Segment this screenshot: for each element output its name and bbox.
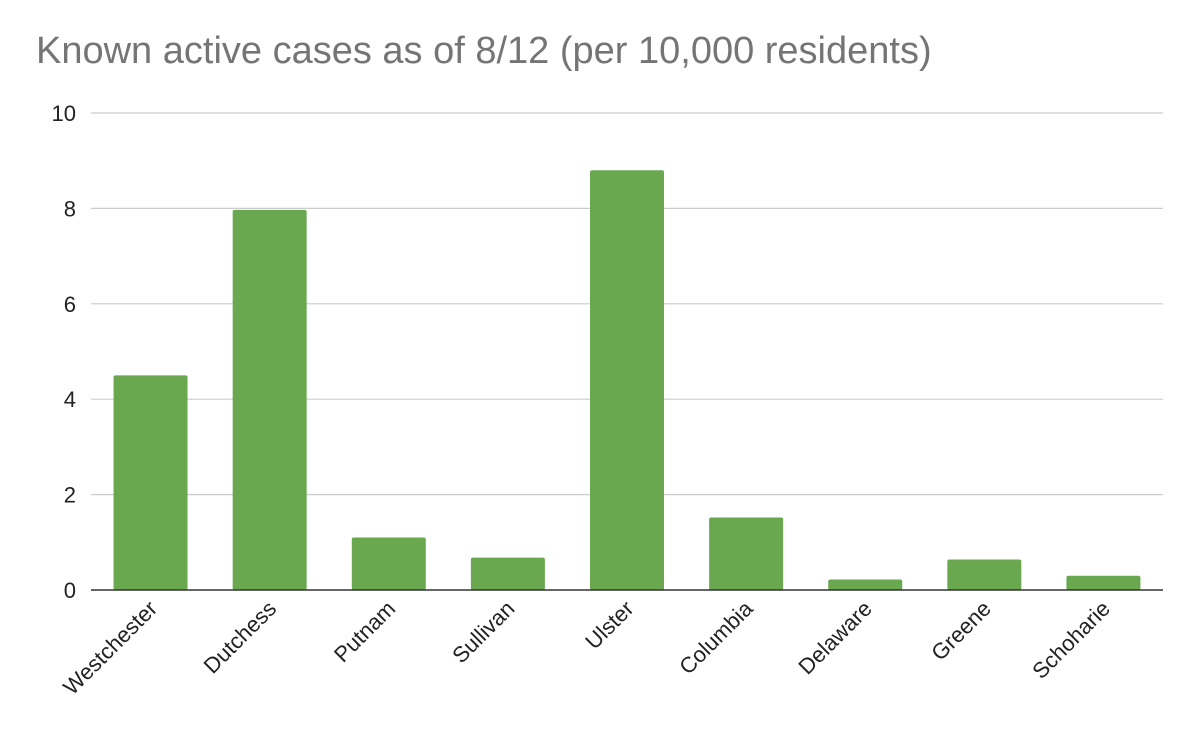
y-tick-label: 0 <box>64 578 76 603</box>
bar-ulster <box>590 170 664 591</box>
x-tick-label: Schoharie <box>1027 596 1115 684</box>
x-tick-label: Greene <box>926 596 996 666</box>
y-tick-label: 10 <box>52 101 76 126</box>
bar-westchester <box>113 375 188 590</box>
y-tick-label: 6 <box>64 292 76 317</box>
chart-title: Known active cases as of 8/12 (per 10,00… <box>36 30 932 72</box>
bar-schoharie <box>1066 575 1141 590</box>
bar-sullivan <box>470 557 545 590</box>
x-tick-label: Delaware <box>793 596 876 679</box>
x-tick-label: Ulster <box>580 596 638 654</box>
y-tick-label: 8 <box>64 196 76 221</box>
x-tick-label: Columbia <box>674 595 758 679</box>
bar-delaware <box>828 579 903 590</box>
bar-columbia <box>709 517 784 590</box>
x-tick-label: Westchester <box>58 596 162 700</box>
bar-dutchess <box>232 209 307 590</box>
label-layer: 0 2 4 6 8 10 Westchester Dutchess Putnam Sullivan… <box>52 101 1115 700</box>
y-tick-label: 2 <box>64 483 76 508</box>
x-tick-label: Dutchess <box>199 596 282 679</box>
bar-layer <box>113 170 1141 591</box>
x-tick-label: Putnam <box>329 596 400 667</box>
y-tick-label: 4 <box>64 387 76 412</box>
bar-greene <box>947 559 1022 590</box>
x-tick-label: Sullivan <box>447 596 519 668</box>
bar-putnam <box>351 537 426 590</box>
